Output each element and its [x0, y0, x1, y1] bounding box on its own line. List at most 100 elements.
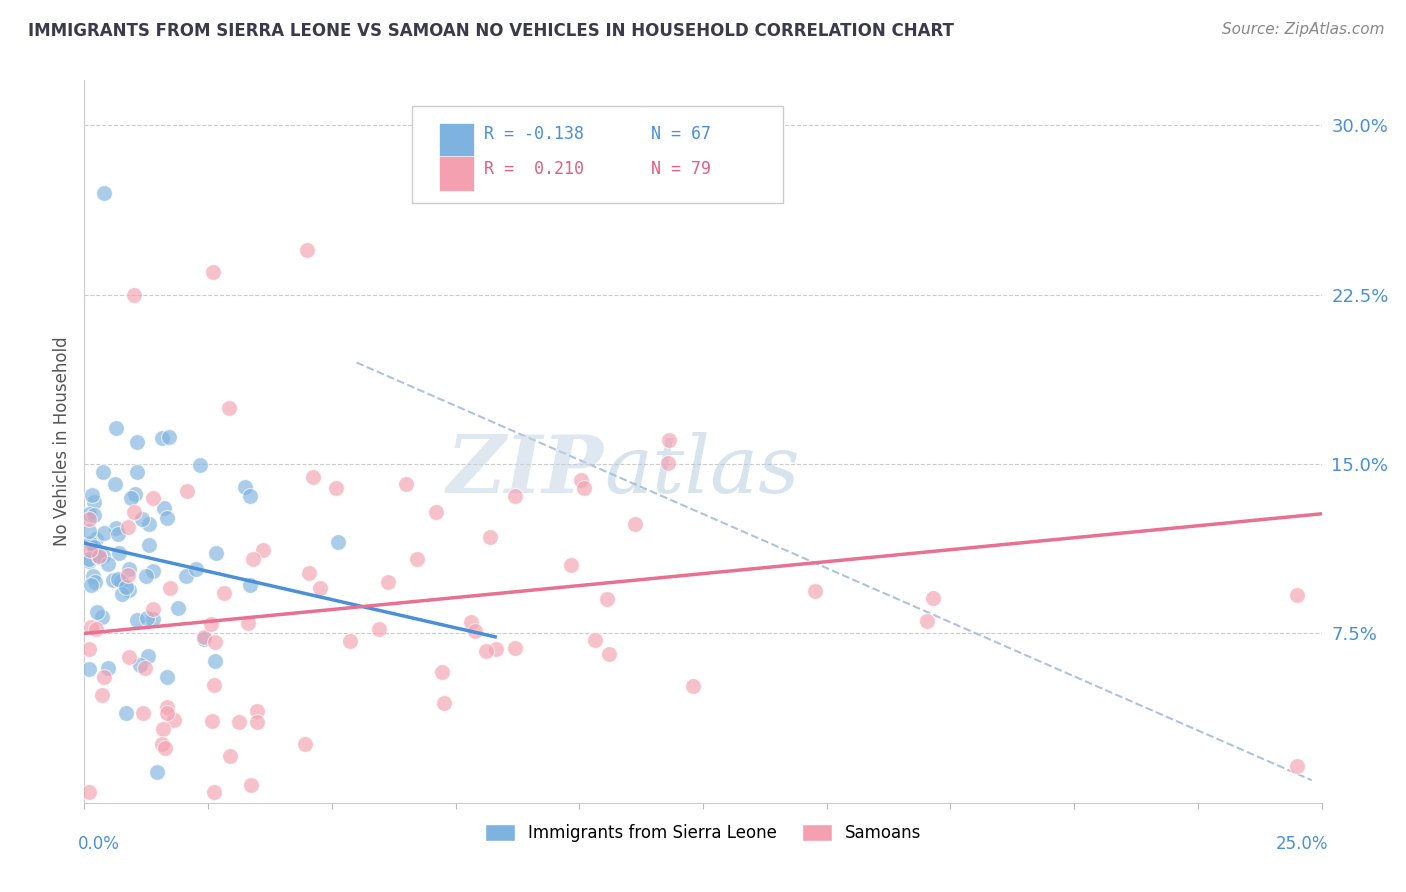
Point [142, 612, 165, 626]
Point [236, 616, 259, 631]
Point [624, 516, 647, 531]
Point [122, 505, 145, 519]
Point [252, 543, 274, 558]
Point [425, 505, 447, 519]
Point [159, 581, 181, 595]
Point [107, 527, 129, 541]
Point [79, 553, 101, 567]
Point [79, 524, 101, 539]
Point [560, 558, 582, 573]
Text: IMMIGRANTS FROM SIERRA LEONE VS SAMOAN NO VEHICLES IN HOUSEHOLD CORRELATION CHAR: IMMIGRANTS FROM SIERRA LEONE VS SAMOAN N… [28, 22, 955, 40]
Point [125, 613, 148, 627]
Point [574, 481, 596, 495]
Point [79, 784, 101, 798]
Point [91, 688, 114, 702]
Point [339, 634, 361, 648]
Point [302, 470, 325, 484]
Point [432, 665, 454, 679]
Point [682, 679, 704, 693]
Point [166, 600, 188, 615]
Point [298, 566, 321, 581]
Point [86, 605, 108, 619]
Point [922, 591, 945, 606]
Point [155, 670, 177, 684]
Point [460, 615, 482, 629]
Point [117, 520, 139, 534]
Point [202, 784, 225, 798]
Legend: Immigrants from Sierra Leone, Samoans: Immigrants from Sierra Leone, Samoans [478, 817, 928, 848]
Point [503, 490, 526, 504]
Point [89, 550, 111, 565]
Point [915, 614, 938, 628]
Point [1285, 588, 1308, 602]
Point [83, 541, 105, 555]
Point [118, 562, 141, 576]
Point [138, 517, 160, 532]
Text: N = 67: N = 67 [651, 126, 711, 144]
FancyBboxPatch shape [440, 156, 474, 191]
Point [188, 458, 211, 473]
Point [153, 741, 176, 756]
Point [242, 551, 264, 566]
Point [1285, 758, 1308, 772]
Point [176, 483, 198, 498]
Point [132, 706, 155, 721]
Point [79, 507, 101, 521]
Point [97, 661, 120, 675]
Point [87, 549, 110, 563]
Point [157, 429, 180, 443]
Point [83, 508, 105, 522]
Point [598, 647, 620, 661]
Point [101, 573, 124, 587]
Point [193, 630, 215, 644]
Point [79, 663, 101, 677]
Point [90, 609, 112, 624]
Text: Source: ZipAtlas.com: Source: ZipAtlas.com [1222, 22, 1385, 37]
Point [239, 577, 262, 591]
Text: 0.0%: 0.0% [79, 835, 120, 854]
Point [110, 574, 132, 588]
Point [117, 568, 139, 582]
Point [91, 549, 114, 563]
Point [104, 521, 127, 535]
Point [155, 510, 177, 524]
Point [503, 641, 526, 656]
Point [115, 706, 138, 721]
Point [80, 620, 103, 634]
Point [156, 706, 179, 721]
Point [150, 737, 173, 751]
Text: N = 79: N = 79 [651, 161, 711, 178]
Point [657, 456, 679, 470]
Point [204, 654, 226, 668]
Point [79, 511, 101, 525]
Point [79, 552, 101, 566]
Point [153, 500, 176, 515]
Point [475, 644, 498, 658]
Point [184, 562, 207, 576]
Point [246, 704, 269, 718]
Point [84, 622, 107, 636]
Point [142, 491, 165, 505]
Point [124, 486, 146, 500]
Point [200, 616, 222, 631]
Text: 25.0%: 25.0% [1275, 835, 1327, 854]
Point [212, 586, 235, 600]
Point [84, 532, 107, 546]
Point [127, 465, 149, 479]
Point [83, 575, 105, 590]
Text: R =  0.210: R = 0.210 [484, 161, 583, 178]
Point [135, 569, 157, 583]
Point [204, 546, 226, 560]
Point [138, 538, 160, 552]
Point [79, 642, 101, 657]
Y-axis label: No Vehicles in Household: No Vehicles in Household [53, 336, 72, 547]
Point [146, 764, 169, 779]
Point [294, 737, 316, 751]
Point [246, 714, 269, 729]
Point [162, 713, 184, 727]
Point [93, 186, 115, 201]
Point [228, 714, 250, 729]
Point [136, 649, 159, 664]
Point [152, 722, 174, 736]
Point [406, 551, 429, 566]
